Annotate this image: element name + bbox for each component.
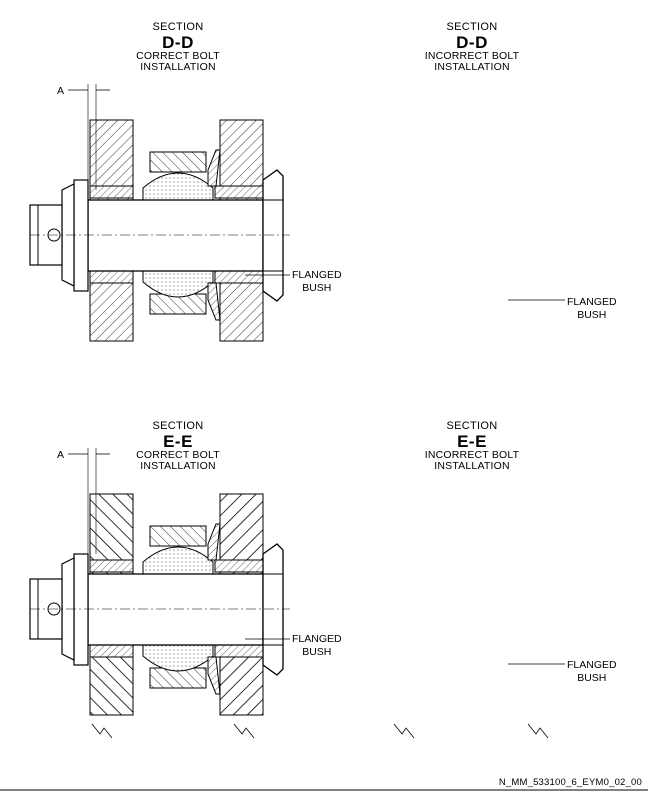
caption-line1: CORRECT BOLT bbox=[136, 50, 220, 63]
callout-flanged-bush-ee-incorrect: FLANGED BUSH bbox=[567, 659, 617, 685]
flanged-bush-upper bbox=[214, 559, 264, 573]
callout-flanged-bush-ee-correct: FLANGED BUSH bbox=[292, 633, 342, 659]
callout-flanged-bush-dd-incorrect: FLANGED BUSH bbox=[567, 296, 617, 322]
section-word: SECTION bbox=[152, 420, 204, 432]
assembly-body-ee-correct bbox=[29, 493, 290, 716]
caption-line2: INSTALLATION bbox=[434, 61, 510, 74]
eye-end-upper bbox=[149, 525, 207, 547]
flanged-bush-lower bbox=[214, 270, 264, 284]
spherical-bearing-upper bbox=[142, 546, 214, 575]
caption-line1: CORRECT BOLT bbox=[136, 449, 220, 462]
callout-line1: FLANGED bbox=[567, 659, 617, 671]
caption-line2: INSTALLATION bbox=[434, 460, 510, 473]
callout-flanged-bush-dd-correct: FLANGED BUSH bbox=[292, 269, 342, 295]
section-id: E-E bbox=[457, 431, 487, 451]
bolt-head bbox=[262, 169, 284, 302]
section-word: SECTION bbox=[152, 21, 204, 33]
bolt-shank bbox=[87, 199, 264, 272]
assembly-dd-correct bbox=[29, 119, 290, 342]
caption-line2: INSTALLATION bbox=[140, 460, 216, 473]
caption-line2: INSTALLATION bbox=[140, 61, 216, 74]
washer bbox=[73, 553, 89, 666]
spherical-bearing-lower bbox=[142, 643, 214, 672]
section-word: SECTION bbox=[446, 21, 498, 33]
panel-ee-incorrect-heading: SECTION E-E INCORRECT BOLT INSTALLATION bbox=[412, 420, 532, 473]
flanged-bush-lower bbox=[214, 644, 264, 658]
spherical-bearing-upper bbox=[142, 172, 214, 201]
bush-left-upper bbox=[89, 185, 134, 199]
dimension-a-label-dd: A bbox=[57, 85, 65, 97]
section-word: SECTION bbox=[446, 420, 498, 432]
panel-dd-correct-heading: SECTION D-D CORRECT BOLT INSTALLATION bbox=[118, 21, 238, 74]
break-mark bbox=[233, 723, 255, 739]
assembly-body-dd-correct bbox=[29, 119, 290, 342]
caption-line1: INCORRECT BOLT bbox=[424, 50, 520, 63]
bush-left-upper bbox=[89, 559, 134, 573]
section-id: D-D bbox=[162, 32, 194, 52]
callout-line1: FLANGED bbox=[567, 296, 617, 308]
bush-left-lower bbox=[89, 270, 134, 284]
break-mark bbox=[527, 723, 549, 739]
callout-line2: BUSH bbox=[577, 309, 607, 322]
callout-line1: FLANGED bbox=[292, 633, 342, 645]
callout-line2: BUSH bbox=[302, 282, 332, 295]
bolt-shank bbox=[87, 573, 264, 646]
break-mark bbox=[91, 723, 113, 739]
bush-flange-lower bbox=[207, 656, 221, 695]
section-id: D-D bbox=[456, 32, 488, 52]
bush-flange-upper bbox=[207, 149, 221, 187]
break-mark bbox=[393, 723, 415, 739]
section-id: E-E bbox=[163, 431, 193, 451]
bush-flange-lower bbox=[207, 282, 221, 321]
callout-line2: BUSH bbox=[577, 672, 607, 685]
bolt-head bbox=[262, 543, 284, 676]
callout-line2: BUSH bbox=[302, 646, 332, 659]
bush-flange-upper bbox=[207, 523, 221, 561]
bush-left-lower bbox=[89, 644, 134, 658]
assembly-ee-correct bbox=[29, 493, 290, 716]
panel-ee-correct-heading: SECTION E-E CORRECT BOLT INSTALLATION bbox=[118, 420, 238, 473]
dimension-a-label-ee: A bbox=[57, 449, 65, 461]
washer bbox=[73, 179, 89, 292]
panel-dd-incorrect-heading: SECTION D-D INCORRECT BOLT INSTALLATION bbox=[412, 21, 532, 74]
spherical-bearing-lower bbox=[142, 269, 214, 298]
callout-line1: FLANGED bbox=[292, 269, 342, 281]
caption-line1: INCORRECT BOLT bbox=[424, 449, 520, 462]
flanged-bush-upper bbox=[214, 185, 264, 199]
eye-end-upper bbox=[149, 151, 207, 173]
drawing-reference: N_MM_533100_6_EYM0_02_00 bbox=[498, 777, 642, 788]
